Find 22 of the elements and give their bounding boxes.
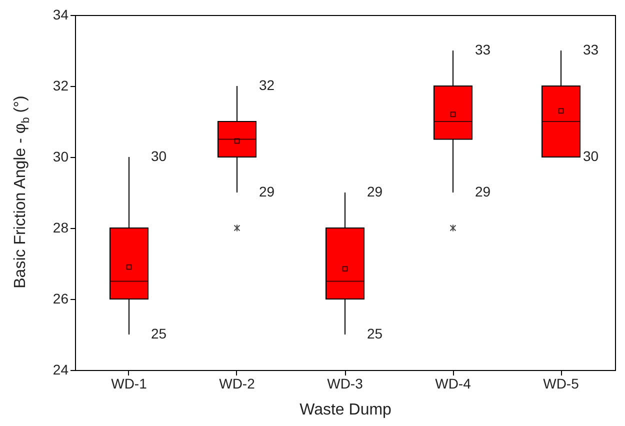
annotation: 25 — [367, 326, 383, 342]
y-tick-label: 24 — [52, 362, 69, 378]
y-tick-label: 28 — [52, 220, 69, 236]
y-tick-label: 30 — [52, 148, 69, 164]
annotation: 25 — [151, 326, 167, 342]
annotation: 32 — [259, 77, 275, 93]
y-tick-label: 26 — [52, 290, 69, 306]
x-tick-label: WD-1 — [111, 376, 148, 392]
x-tick-label: WD-5 — [543, 376, 580, 392]
x-tick-label: WD-3 — [327, 376, 364, 392]
annotation: 29 — [475, 184, 491, 200]
annotation: 29 — [367, 184, 383, 200]
annotation: 33 — [475, 42, 491, 58]
annotation: 33 — [583, 42, 599, 58]
annotation: 29 — [259, 184, 275, 200]
y-tick-label: 34 — [52, 6, 69, 22]
annotation: 30 — [151, 148, 167, 164]
x-tick-label: WD-2 — [219, 376, 256, 392]
y-tick-label: 32 — [52, 78, 69, 94]
annotation: 30 — [583, 148, 599, 164]
x-tick-label: WD-4 — [435, 376, 472, 392]
x-axis-title: Waste Dump — [300, 402, 392, 418]
